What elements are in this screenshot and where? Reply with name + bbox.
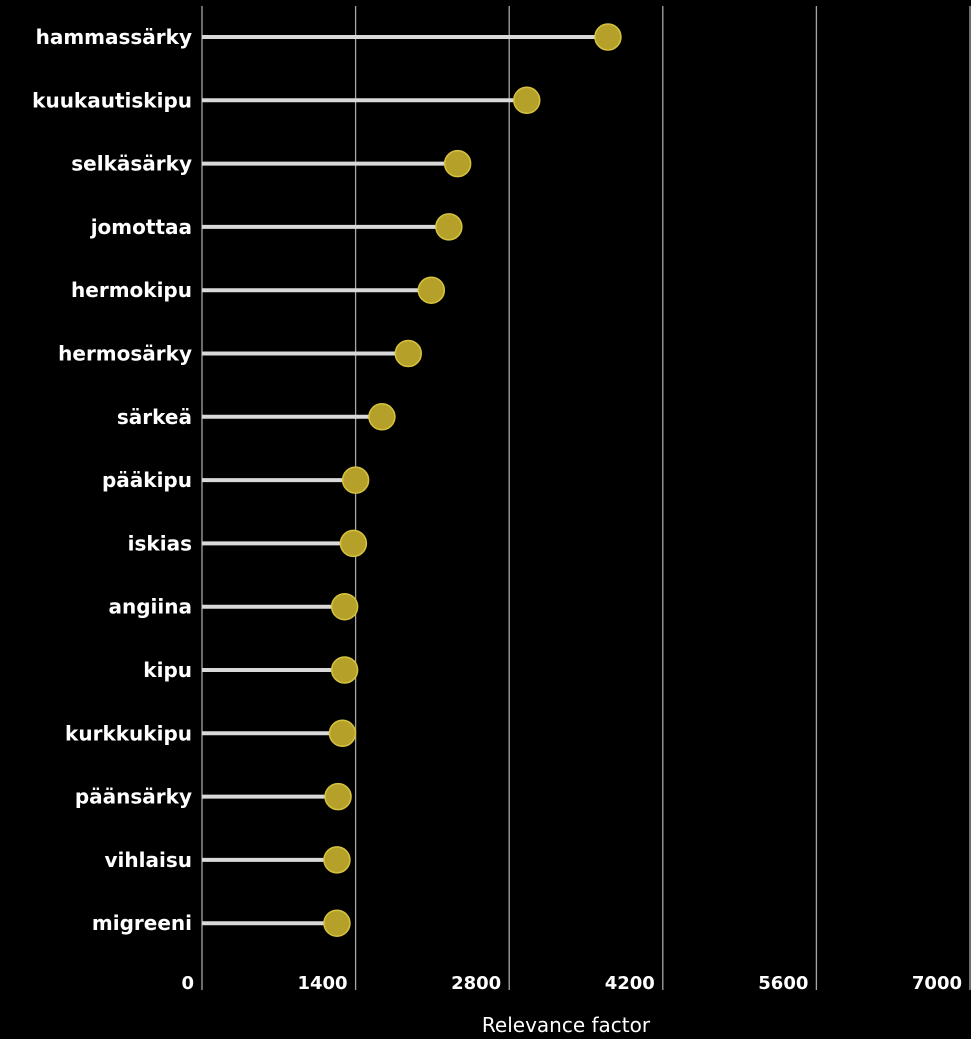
category-label: angiina (109, 595, 193, 619)
lollipop-marker (339, 529, 368, 558)
lollipop-marker (513, 86, 541, 115)
category-label: särkeä (117, 405, 192, 429)
lollipop-marker (368, 403, 396, 431)
category-label: selkäsärky (71, 152, 192, 176)
lollipop-stems (202, 35, 608, 926)
x-tick-label: 5600 (758, 973, 808, 994)
gridlines (201, 6, 971, 990)
lollipop-marker (324, 782, 352, 811)
category-label: iskias (128, 531, 192, 555)
x-tick-label: 2800 (451, 973, 501, 994)
lollipop-marker (443, 149, 472, 178)
lollipop-marker (330, 592, 359, 621)
category-label: vihlaisu (105, 848, 192, 872)
x-tick-label: 7000 (912, 973, 962, 994)
category-label: päänsärky (75, 785, 192, 809)
x-tick-labels: 0 1400 2800 4200 5600 7000 (181, 973, 962, 994)
category-label: jomottaa (90, 215, 192, 239)
lollipop-marker (417, 276, 446, 304)
x-tick-label: 0 (181, 973, 194, 994)
lollipop-marker (341, 466, 370, 494)
lollipop-marker (323, 909, 351, 937)
category-label: kipu (143, 658, 192, 682)
x-tick-label: 1400 (297, 973, 347, 994)
lollipop-markers (323, 23, 622, 937)
category-label: kurkkukipu (65, 721, 192, 745)
category-labels: hammassärky kuukautiskipu selkäsärky jomott… (32, 25, 192, 935)
category-label: hammassärky (36, 25, 192, 49)
category-label: kuukautiskipu (32, 88, 192, 112)
category-label: pääkipu (102, 468, 192, 492)
lollipop-marker (594, 23, 622, 51)
category-label: migreeni (92, 911, 192, 935)
lollipop-marker (435, 213, 463, 241)
lollipop-marker (328, 719, 357, 748)
category-label: hermokipu (71, 278, 192, 302)
x-tick-label: 4200 (605, 973, 655, 994)
lollipop-marker (323, 846, 351, 874)
x-axis-title: Relevance factor (482, 1013, 651, 1037)
category-label: hermosärky (58, 342, 192, 366)
lollipop-marker (330, 656, 359, 684)
lollipop-marker (394, 339, 423, 368)
